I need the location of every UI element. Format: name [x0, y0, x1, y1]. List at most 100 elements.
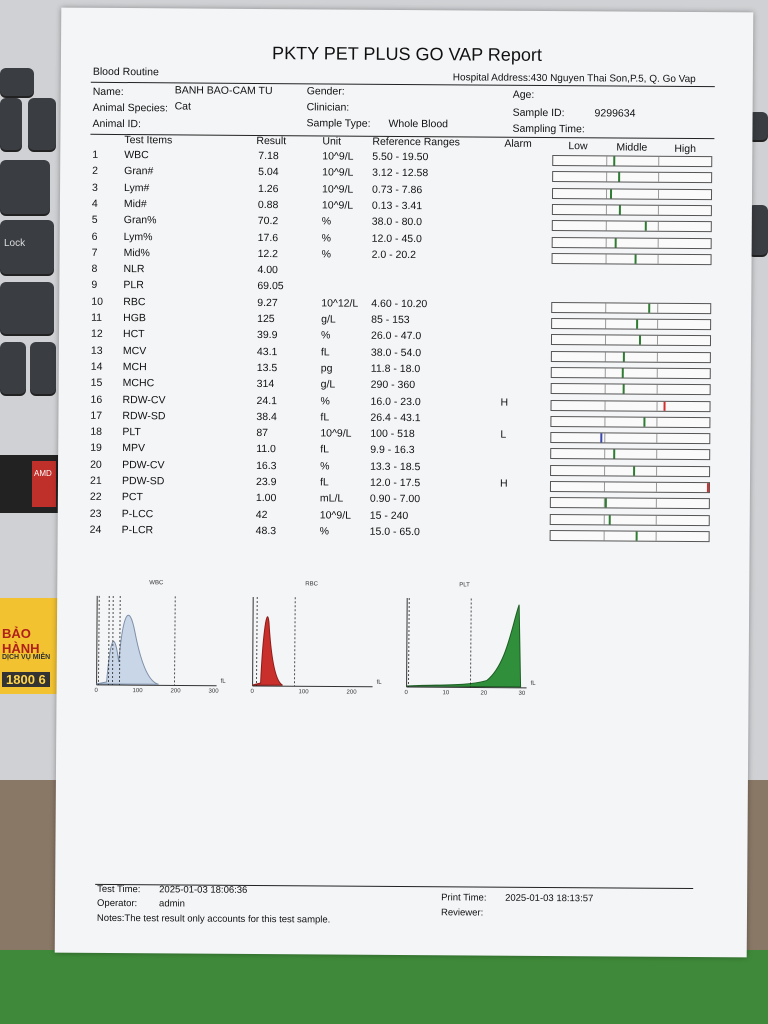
range-indicator-bar: [550, 350, 711, 363]
amd-text: AMD: [34, 469, 52, 478]
histogram-plot: [96, 595, 217, 687]
bar-divider: [656, 499, 658, 509]
caps-lock-key: Lock: [0, 220, 54, 274]
reference-range: 100 - 518: [370, 427, 415, 441]
result-marker: [648, 303, 651, 313]
bar-divider: [605, 156, 607, 166]
key-label: Lock: [4, 238, 26, 249]
result-value: 42: [255, 508, 268, 521]
reference-range: 12.0 - 17.5: [369, 476, 421, 490]
bar-divider: [604, 319, 606, 329]
row-number: 11: [91, 311, 103, 324]
reference-range: 15 - 240: [369, 509, 409, 522]
print-time-label: Print Time:: [441, 892, 487, 904]
report-paper: PKTY PET PLUS GO VAP Report Blood Routin…: [54, 7, 754, 958]
result-value: 87: [256, 427, 269, 440]
test-item-name: HCT: [122, 328, 145, 341]
bar-divider: [604, 400, 606, 410]
histogram-discriminator-line: [98, 595, 100, 685]
histogram-x-axis: [406, 686, 527, 689]
range-indicator-bar: [550, 464, 711, 477]
unit-value: fL: [320, 443, 330, 456]
reference-range: 38.0 - 80.0: [371, 215, 423, 229]
promo-line: BẢO HÀNH: [2, 626, 40, 656]
keyboard-key: [30, 342, 56, 394]
test-time-value: 2025-01-03 18:06:36: [159, 884, 248, 896]
row-number: 23: [89, 507, 102, 520]
histogram-label: WBC: [149, 580, 164, 587]
keyboard-key: [0, 68, 34, 96]
histogram-discriminator-line: [174, 596, 176, 686]
reference-range: 4.60 - 10.20: [371, 297, 428, 310]
histogram-unit-label: fL: [220, 678, 226, 685]
result-value: 1.00: [255, 492, 277, 505]
promo-line: 1800 6: [2, 672, 50, 687]
row-number: 7: [91, 246, 98, 259]
histogram-discriminator-line: [112, 595, 114, 685]
range-indicator-bar: [549, 481, 711, 494]
histogram-plot: [406, 598, 527, 689]
bar-divider: [603, 433, 605, 443]
test-item-name: Mid#: [123, 197, 147, 211]
test-item-name: MPV: [122, 442, 146, 455]
histogram-unit-label: fL: [376, 679, 382, 686]
row-number: 13: [90, 344, 103, 357]
histogram-curve: [96, 614, 159, 685]
result-marker: [600, 433, 603, 443]
bar-divider: [605, 254, 607, 264]
col-unit: Unit: [322, 135, 342, 148]
row-number: 6: [91, 230, 98, 243]
keyboard-key: [748, 205, 768, 255]
histogram-tick-label: 100: [298, 689, 309, 696]
col-reference: Reference Ranges: [372, 135, 460, 149]
bar-divider: [604, 335, 606, 345]
unit-value: mL/L: [319, 492, 344, 505]
histogram-plt: PLT 0 10 20 30 fL: [396, 582, 537, 701]
result-marker: [604, 498, 607, 508]
histogram-discriminator-line: [108, 595, 110, 685]
bar-divider: [657, 221, 660, 231]
row-number: 20: [90, 458, 102, 471]
result-marker: [622, 384, 625, 394]
col-low: Low: [568, 140, 588, 153]
histogram-tick-label: 0: [94, 687, 98, 694]
section-title: Blood Routine: [92, 65, 159, 79]
gender-label: Gender:: [306, 85, 345, 98]
bar-divider: [658, 189, 660, 199]
reference-range: 26.4 - 43.1: [370, 411, 421, 424]
histogram-tick-label: 0: [404, 690, 408, 697]
result-value: 48.3: [255, 524, 277, 537]
reference-range: 38.0 - 54.0: [370, 346, 422, 359]
result-value: 17.6: [257, 231, 279, 244]
histogram-label: RBC: [305, 581, 318, 588]
unit-value: g/L: [320, 378, 336, 391]
range-indicator-bar: [549, 513, 710, 526]
result-value: 4.00: [257, 264, 278, 277]
bar-divider: [656, 433, 658, 443]
species-label: Animal Species:: [92, 101, 168, 115]
bar-divider: [603, 514, 605, 524]
result-value: 5.04: [258, 166, 279, 179]
alarm-flag: H: [500, 396, 509, 409]
reference-range: 15.0 - 65.0: [369, 525, 420, 539]
sample-type-value: Whole Blood: [388, 117, 449, 131]
reference-range: 85 - 153: [371, 313, 410, 327]
unit-value: 10^9/L: [322, 166, 354, 179]
result-value: 1.26: [258, 182, 279, 195]
amd-sticker-red: [32, 461, 56, 507]
histogram-tick-label: 200: [346, 689, 357, 696]
col-high: High: [674, 142, 696, 156]
result-value: 9.27: [257, 296, 278, 309]
range-indicator-bar: [550, 448, 711, 461]
histogram-tick-label: 200: [170, 688, 181, 695]
test-item-name: RDW-SD: [122, 409, 166, 423]
result-value: 13.5: [256, 361, 278, 375]
test-item-name: Mid%: [123, 246, 150, 260]
result-marker: [634, 254, 637, 264]
shift-key: [0, 282, 54, 334]
bar-divider: [657, 303, 659, 313]
clinician-label: Clinician:: [306, 101, 350, 114]
test-item-name: RBC: [123, 295, 146, 308]
result-marker: [643, 417, 646, 427]
row-number: 24: [89, 523, 102, 536]
